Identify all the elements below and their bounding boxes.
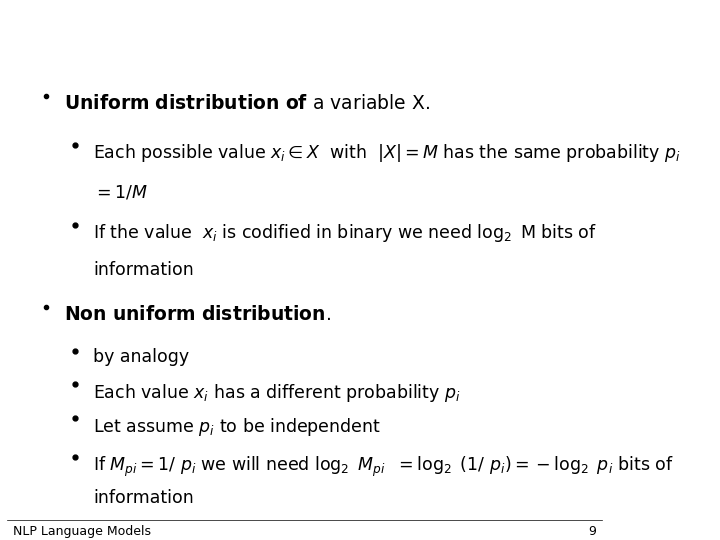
- Text: $\mathbf{Non\ uniform\ distribution}$$\rm{.}$: $\mathbf{Non\ uniform\ distribution}$$\r…: [63, 305, 330, 323]
- Text: Each possible value $x_i \in X$  with  $|X| = M$ has the same probability $p_i$: Each possible value $x_i \in X$ with $|X…: [94, 143, 681, 165]
- Text: $\mathbf{Uniform\ distribution\ of}$$\rm{\ a\ variable\ X.}$: $\mathbf{Uniform\ distribution\ of}$$\rm…: [63, 94, 430, 113]
- Text: by analogy: by analogy: [94, 348, 189, 366]
- Text: If $M_{pi} = 1/\ p_i$ we will need $\log_2\ M_{pi}$  $= \log_2\ (1/\ p_i) = -\lo: If $M_{pi} = 1/\ p_i$ we will need $\log…: [94, 455, 674, 479]
- Text: Each value $x_i$ has a different probability $p_i$: Each value $x_i$ has a different probabi…: [94, 382, 461, 404]
- Text: information: information: [94, 261, 194, 279]
- Text: 9: 9: [588, 525, 596, 538]
- Text: If the value  $x_i$ is codified in binary we need $\log_2$ M bits of: If the value $x_i$ is codified in binary…: [94, 222, 597, 244]
- Text: $= 1/M$: $= 1/M$: [94, 184, 148, 201]
- Text: information: information: [94, 489, 194, 507]
- Text: Let assume $p_i$ to be independent: Let assume $p_i$ to be independent: [94, 416, 381, 438]
- Text: NLP Language Models: NLP Language Models: [13, 525, 151, 538]
